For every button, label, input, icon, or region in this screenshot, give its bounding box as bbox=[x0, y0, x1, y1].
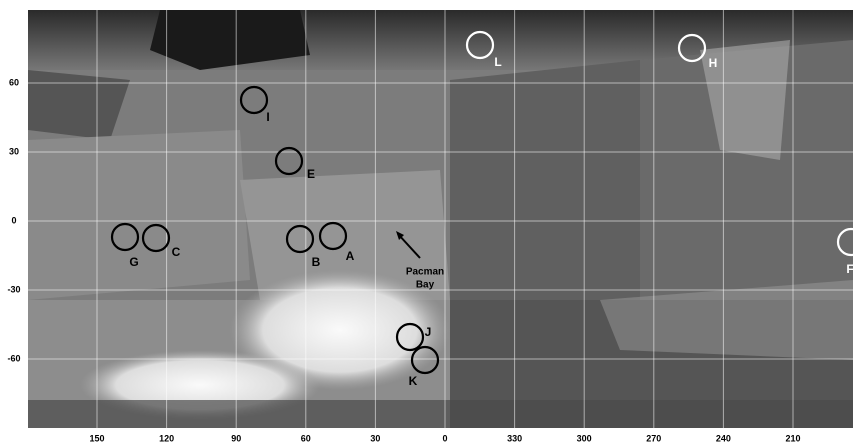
longitude-label: 30 bbox=[370, 433, 380, 443]
feature-circle bbox=[274, 146, 304, 176]
feature-circle bbox=[410, 345, 440, 375]
longitude-label: 90 bbox=[231, 433, 241, 443]
latitude-label: 30 bbox=[9, 146, 19, 156]
longitude-label: 60 bbox=[301, 433, 311, 443]
feature-circle bbox=[677, 33, 707, 63]
longitude-label: 210 bbox=[785, 433, 800, 443]
feature-label: G bbox=[129, 255, 138, 269]
feature-label: A bbox=[346, 249, 355, 263]
annotation-arrowhead bbox=[396, 231, 404, 240]
longitude-label: 300 bbox=[577, 433, 592, 443]
annotation-text: Bay bbox=[416, 280, 435, 291]
latitude-label: -60 bbox=[7, 353, 20, 363]
latitude-label: -30 bbox=[7, 284, 20, 294]
feature-circle bbox=[836, 227, 853, 257]
latitude-label: 60 bbox=[9, 77, 19, 87]
labels: 150 120 90 60 30 0 330 300 270 240 21060300-30-60I… bbox=[7, 30, 853, 443]
annotation-text: Pacman bbox=[406, 267, 444, 278]
map-image bbox=[28, 10, 853, 428]
feature-circle bbox=[239, 85, 269, 115]
feature-circle bbox=[141, 223, 171, 253]
longitude-label: 150 bbox=[89, 433, 104, 443]
feature-circle bbox=[465, 30, 495, 60]
feature-circle bbox=[110, 222, 140, 252]
longitude-label: 240 bbox=[716, 433, 731, 443]
annotation-arrow bbox=[397, 233, 421, 259]
longitude-label: 0 bbox=[442, 433, 447, 443]
longitude-label: 120 bbox=[159, 433, 174, 443]
graticule bbox=[28, 10, 853, 428]
feature-circle bbox=[318, 221, 348, 251]
feature-label: B bbox=[312, 255, 321, 269]
feature-label: C bbox=[172, 245, 181, 259]
feature-label: F bbox=[846, 262, 853, 276]
latitude-label: 0 bbox=[11, 215, 16, 225]
feature-label: L bbox=[494, 55, 501, 69]
feature-label: K bbox=[409, 374, 418, 388]
feature-label: J bbox=[425, 325, 432, 339]
feature-circle bbox=[395, 322, 425, 352]
longitude-label: 270 bbox=[646, 433, 661, 443]
feature-circle bbox=[285, 224, 315, 254]
feature-label: E bbox=[307, 167, 315, 181]
feature-label: H bbox=[709, 56, 718, 70]
feature-label: I bbox=[266, 110, 269, 124]
longitude-label: 330 bbox=[507, 433, 522, 443]
